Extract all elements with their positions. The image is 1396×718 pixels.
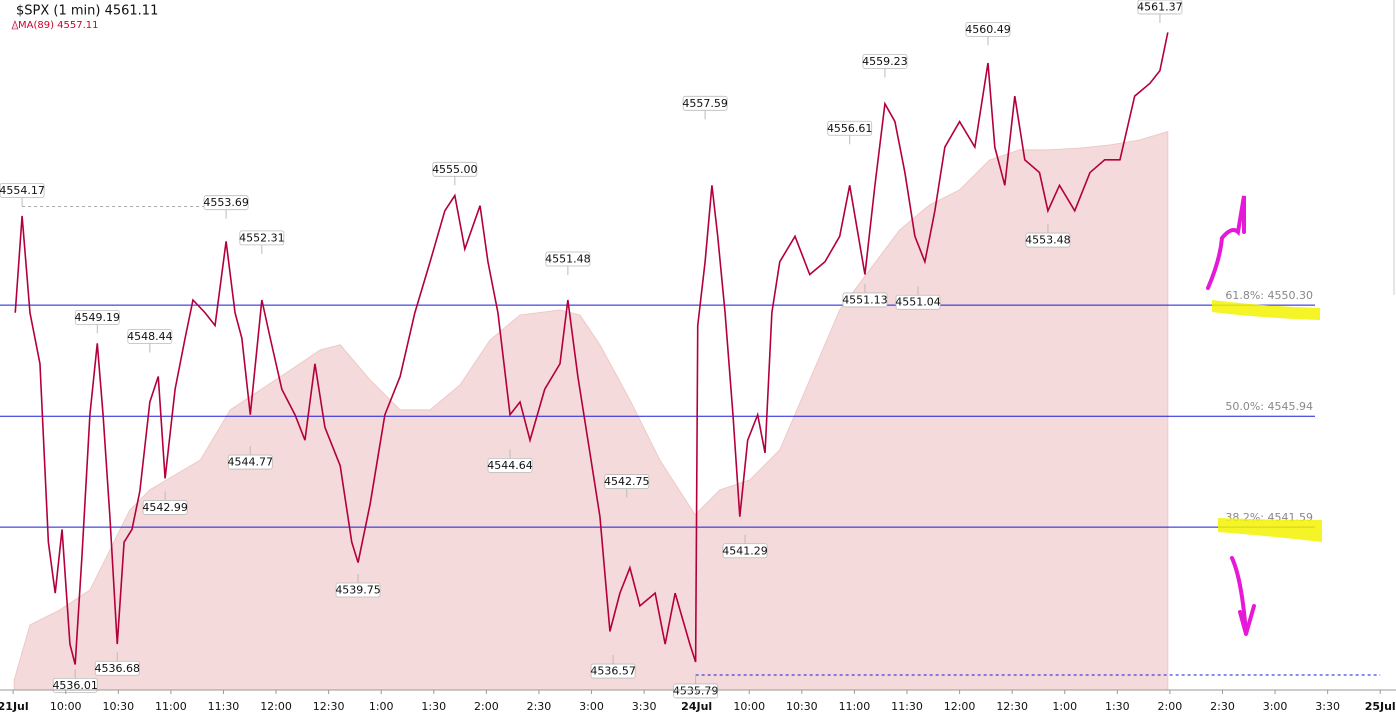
ma-layer	[13, 130, 1169, 691]
annotation-label: 4542.75	[604, 475, 650, 488]
x-tick-label: 10:00	[50, 700, 82, 713]
annotation-box	[1137, 0, 1183, 15]
ma-area	[13, 130, 1169, 691]
arrow-down	[1230, 556, 1256, 636]
annotation-box	[604, 474, 650, 489]
annotation-box	[895, 294, 941, 310]
price-layer	[14, 32, 1169, 665]
annotation-label: 4544.64	[487, 459, 533, 472]
annotation-box	[862, 54, 908, 69]
x-tick-label: 11:00	[839, 700, 871, 713]
x-tick-label: 2:30	[527, 700, 552, 713]
annotation-label: 4549.19	[75, 311, 121, 324]
annotation-label: 4536.68	[95, 662, 141, 675]
annotation-label: 4536.57	[590, 665, 636, 678]
annotation-box	[94, 660, 140, 676]
x-tick-label: 3:00	[1263, 700, 1288, 713]
fib-label: 50.0%: 4545.94	[1225, 400, 1313, 413]
annotation-label: 4551.48	[545, 253, 591, 266]
x-tick-label: 24Jul	[681, 700, 712, 713]
annotation-box	[0, 183, 45, 198]
x-tick-label: 3:00	[579, 700, 604, 713]
x-tick-label: 3:30	[1315, 700, 1340, 713]
annotation-label: 4552.31	[239, 231, 285, 244]
fib-label: 61.8%: 4550.30	[1225, 289, 1313, 302]
x-tick-label: 2:00	[474, 700, 499, 713]
annotation-label: 4553.69	[203, 196, 249, 209]
annotation-label: 4557.59	[682, 97, 728, 110]
price-line	[14, 32, 1169, 665]
annotation-box	[127, 329, 173, 344]
annotation-box	[722, 543, 768, 559]
annotation-box	[487, 457, 533, 473]
annotation-label: 4544.77	[228, 456, 274, 469]
x-tick-label: 2:00	[1158, 700, 1183, 713]
annotation-box	[842, 292, 888, 308]
x-tick-label: 3:30	[632, 700, 657, 713]
annotation-box	[227, 454, 273, 470]
annotation-box	[682, 95, 728, 111]
annotation-label: 4554.17	[0, 184, 45, 197]
x-tick-label: 21Jul	[0, 700, 29, 713]
legend-ma: MA(89) 4557.11	[18, 20, 99, 31]
annotation-label: 4535.79	[673, 684, 719, 697]
annotation-label: 4555.00	[432, 163, 478, 176]
annotation-label: 4561.37	[1137, 0, 1183, 13]
annotation-box	[827, 120, 873, 136]
annotation-box	[965, 21, 1011, 37]
x-tick-label: 11:30	[208, 700, 240, 713]
annotation-label: 4548.44	[127, 330, 173, 343]
annotation-label: 4539.75	[335, 584, 381, 597]
x-tick-label: 11:30	[891, 700, 923, 713]
annotation-box	[590, 663, 636, 679]
x-tick-label: 10:30	[786, 700, 818, 713]
arrow-up	[1206, 195, 1246, 290]
legend-swatch	[11, 20, 19, 30]
x-tick-label: 1:30	[1105, 700, 1130, 713]
annotation-label: 4536.01	[52, 679, 98, 692]
annotation-box	[74, 310, 120, 325]
annotation-box	[335, 582, 381, 598]
x-tick-label: 1:00	[369, 700, 394, 713]
annotation-box	[203, 195, 249, 211]
annotation-box	[52, 677, 98, 693]
annotation-box	[1025, 232, 1071, 248]
x-tick-label: 10:30	[102, 700, 134, 713]
x-tick-label: 2:30	[1210, 700, 1235, 713]
annotation-box	[239, 230, 285, 246]
annotation-box	[432, 161, 478, 177]
annotation-label: 4551.04	[895, 296, 941, 309]
annotation-box	[142, 500, 188, 515]
annotation-label: 4556.61	[827, 122, 873, 135]
x-tick-label: 25Jul	[1365, 700, 1396, 713]
annotation-box	[545, 251, 591, 267]
x-tick-label: 10:00	[733, 700, 765, 713]
annotation-label: 4559.23	[862, 55, 908, 68]
x-tick-label: 12:30	[313, 700, 345, 713]
x-tick-label: 12:30	[996, 700, 1028, 713]
highlight	[1218, 518, 1322, 542]
x-tick-label: 11:00	[155, 700, 187, 713]
annotation-label: 4551.13	[842, 293, 888, 306]
annotation-box	[673, 683, 719, 699]
line-layer	[0, 205, 1381, 676]
annotation-label: 4553.48	[1025, 234, 1071, 247]
annotation-label: 4560.49	[965, 23, 1011, 36]
x-tick-label: 1:30	[421, 700, 446, 713]
x-tick-label: 1:00	[1052, 700, 1077, 713]
annotation-label: 4542.99	[142, 501, 188, 514]
highlight	[1212, 300, 1320, 320]
annotation-label: 4541.29	[722, 544, 768, 557]
x-tick-label: 12:00	[944, 700, 976, 713]
chart-title: $SPX (1 min) 4561.11	[16, 4, 158, 19]
x-tick-label: 12:00	[260, 700, 292, 713]
